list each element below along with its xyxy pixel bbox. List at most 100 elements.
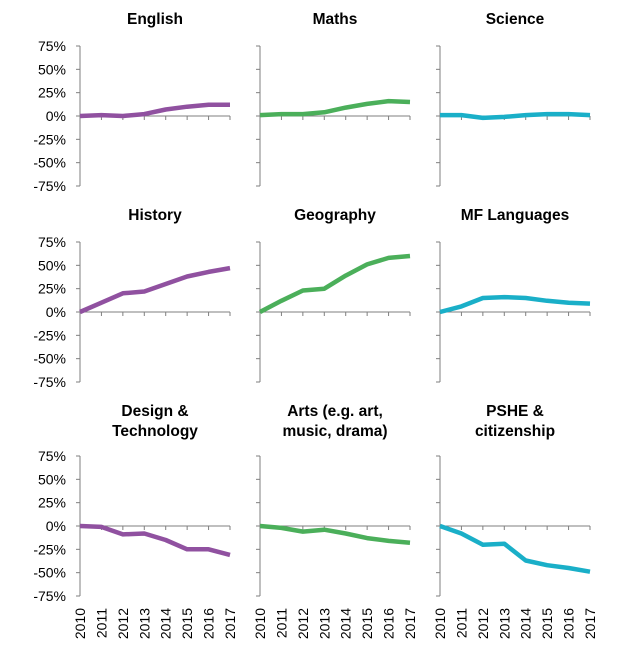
data-point xyxy=(459,531,463,535)
x-tick-label: 2014 xyxy=(338,608,354,639)
y-tick-label: 0% xyxy=(46,304,66,320)
panel-title: History xyxy=(128,207,182,224)
data-point xyxy=(566,112,570,116)
data-point xyxy=(99,300,103,304)
x-tick-label: 2017 xyxy=(222,608,238,639)
data-point xyxy=(408,100,412,104)
panel-title: music, drama) xyxy=(282,423,387,440)
panel-title: PSHE & xyxy=(486,403,544,420)
data-point xyxy=(121,532,125,536)
data-point xyxy=(386,256,390,260)
x-tick-label: 2010 xyxy=(72,608,88,639)
data-point xyxy=(588,301,592,305)
data-point xyxy=(365,536,369,540)
data-point xyxy=(481,116,485,120)
data-point xyxy=(524,296,528,300)
y-tick-label: 25% xyxy=(38,281,66,297)
series-line xyxy=(79,523,231,558)
y-tick-label: 75% xyxy=(38,448,66,464)
data-point xyxy=(481,542,485,546)
data-point xyxy=(502,115,506,119)
x-tick-label: 2016 xyxy=(561,608,577,639)
x-tick-label: 2016 xyxy=(381,608,397,639)
y-tick-label: -25% xyxy=(33,327,66,343)
data-point xyxy=(142,112,146,116)
data-point xyxy=(78,524,82,528)
data-point xyxy=(228,266,232,270)
data-point xyxy=(258,113,262,117)
panel-title: Geography xyxy=(294,207,376,224)
data-point xyxy=(566,300,570,304)
data-point xyxy=(438,113,442,117)
data-point xyxy=(78,310,82,314)
x-tick-label: 2010 xyxy=(432,608,448,639)
y-tick-label: 25% xyxy=(38,85,66,101)
data-point xyxy=(142,289,146,293)
panel-title: Arts (e.g. art, xyxy=(287,403,383,420)
x-tick-label: 2015 xyxy=(359,608,375,639)
data-point xyxy=(164,107,168,111)
data-point xyxy=(386,539,390,543)
panel-title: Design & xyxy=(121,403,188,420)
x-tick-label: 2010 xyxy=(252,608,268,639)
series-line xyxy=(259,98,411,118)
x-tick-label: 2015 xyxy=(539,608,555,639)
data-point xyxy=(322,528,326,532)
data-point xyxy=(258,310,262,314)
y-tick-label: 75% xyxy=(38,234,66,250)
data-point xyxy=(279,112,283,116)
data-point xyxy=(142,531,146,535)
data-point xyxy=(99,113,103,117)
y-tick-label: 75% xyxy=(38,38,66,54)
y-tick-label: -75% xyxy=(33,178,66,194)
x-tick-label: 2012 xyxy=(295,608,311,639)
y-tick-label: 0% xyxy=(46,108,66,124)
data-point xyxy=(545,299,549,303)
data-point xyxy=(545,563,549,567)
data-point xyxy=(459,113,463,117)
data-point xyxy=(545,112,549,116)
data-point xyxy=(438,524,442,528)
data-point xyxy=(206,270,210,274)
data-point xyxy=(185,547,189,551)
data-point xyxy=(438,310,442,314)
data-point xyxy=(502,542,506,546)
y-tick-label: 25% xyxy=(38,495,66,511)
y-tick-label: 50% xyxy=(38,61,66,77)
data-point xyxy=(344,531,348,535)
x-tick-label: 2014 xyxy=(518,608,534,639)
data-point xyxy=(185,104,189,108)
data-point xyxy=(279,526,283,530)
data-point xyxy=(121,114,125,118)
data-point xyxy=(481,296,485,300)
data-point xyxy=(524,558,528,562)
data-point xyxy=(301,112,305,116)
data-point xyxy=(228,553,232,557)
x-tick-label: 2016 xyxy=(201,608,217,639)
data-point xyxy=(164,282,168,286)
y-tick-label: 50% xyxy=(38,471,66,487)
data-point xyxy=(228,103,232,107)
panel-title: English xyxy=(127,11,183,28)
series-line xyxy=(258,253,411,314)
x-tick-label: 2012 xyxy=(115,608,131,639)
x-tick-label: 2017 xyxy=(402,608,418,639)
y-tick-label: 50% xyxy=(38,257,66,273)
data-point xyxy=(344,105,348,109)
x-tick-label: 2017 xyxy=(582,608,598,639)
data-point xyxy=(365,102,369,106)
y-tick-label: -50% xyxy=(33,155,66,171)
data-point xyxy=(322,110,326,114)
panel-title: MF Languages xyxy=(461,207,570,224)
panel-title: citizenship xyxy=(475,423,555,440)
data-point xyxy=(459,304,463,308)
x-tick-label: 2013 xyxy=(316,608,332,639)
series-line xyxy=(440,111,591,121)
data-point xyxy=(566,566,570,570)
data-point xyxy=(322,286,326,290)
x-tick-label: 2012 xyxy=(475,608,491,639)
y-tick-label: -50% xyxy=(33,565,66,581)
data-point xyxy=(78,114,82,118)
data-point xyxy=(365,262,369,266)
